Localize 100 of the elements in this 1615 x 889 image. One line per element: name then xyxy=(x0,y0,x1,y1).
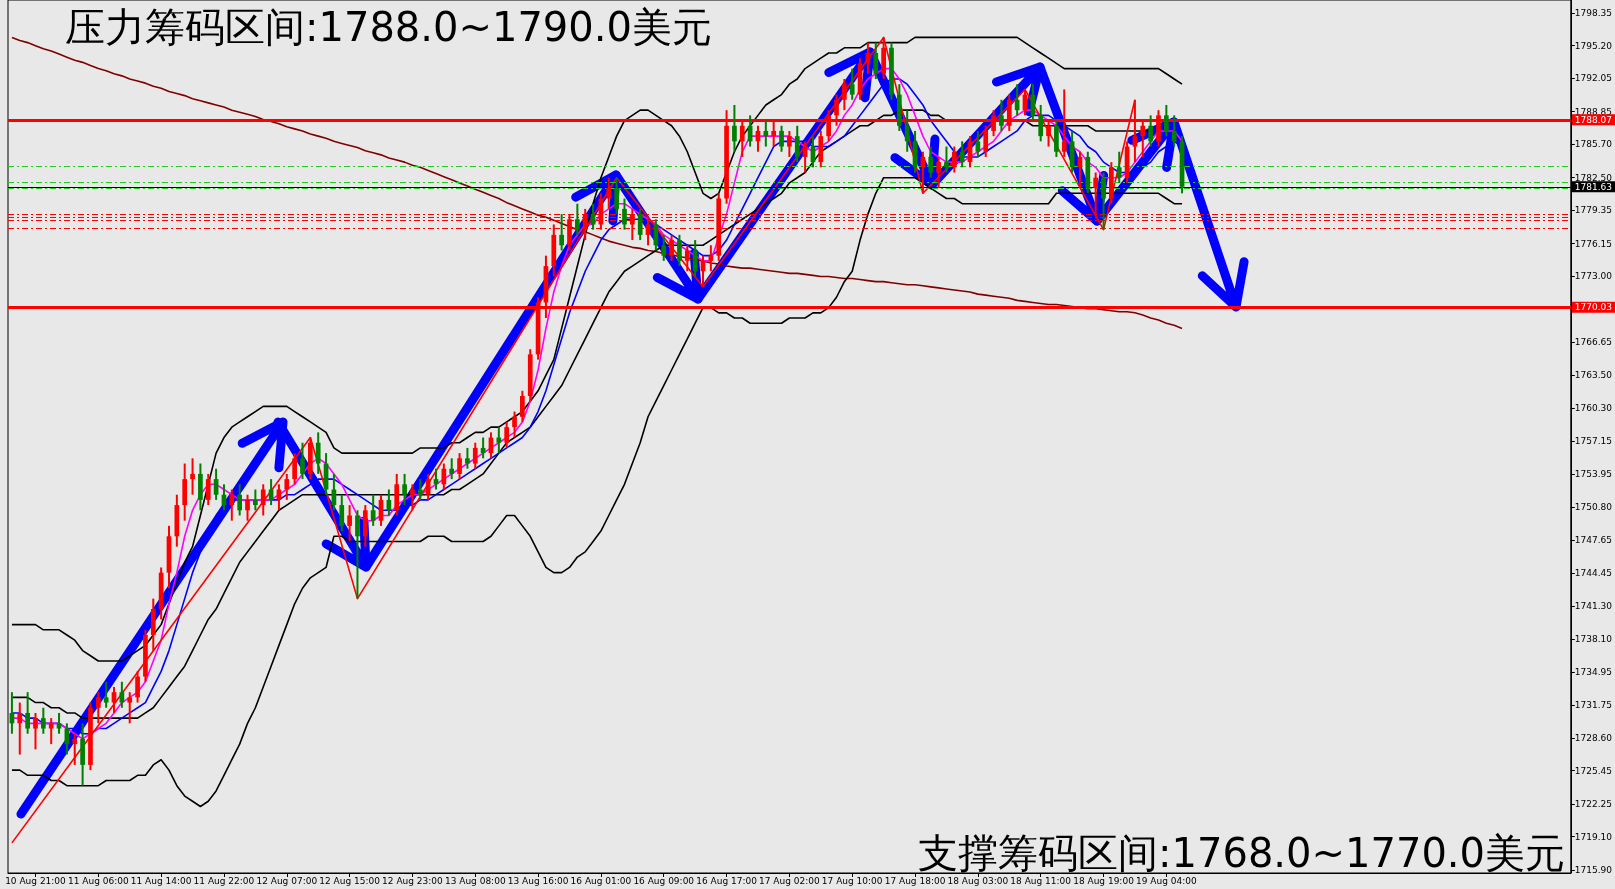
candlestick xyxy=(370,493,376,527)
candlestick xyxy=(410,483,415,512)
y-tick-label: 1757.15 xyxy=(1574,436,1612,447)
candlestick xyxy=(512,410,517,439)
y-tick-label: 1753.95 xyxy=(1574,469,1612,480)
candlestick xyxy=(661,233,667,262)
x-tick-label: 13 Aug 16:00 xyxy=(507,875,569,886)
candlestick xyxy=(355,509,360,600)
candlestick xyxy=(504,420,510,449)
candlestick xyxy=(347,504,352,543)
candlestick xyxy=(873,41,879,80)
y-tick-label: 1741.30 xyxy=(1574,600,1613,611)
x-tick-label: 16 Aug 17:00 xyxy=(696,875,758,886)
ref-line-label: 1770.03 xyxy=(1574,302,1612,313)
y-tick-label: 1792.05 xyxy=(1574,73,1612,84)
candlestick xyxy=(315,431,321,475)
candlestick xyxy=(904,109,910,153)
candlestick xyxy=(17,701,23,756)
candlestick xyxy=(25,691,30,735)
candlestick xyxy=(1101,171,1106,231)
candlestick xyxy=(732,103,737,153)
candlestick xyxy=(253,488,258,512)
ref-line-label: 1788.07 xyxy=(1574,114,1612,125)
x-tick-label: 18 Aug 03:00 xyxy=(947,875,1009,886)
candlestick xyxy=(496,426,502,455)
x-tick-label: 17 Aug 10:00 xyxy=(821,875,883,886)
candlestick xyxy=(457,452,462,481)
x-tick-label: 11 Aug 22:00 xyxy=(193,875,255,886)
candlestick xyxy=(975,129,981,158)
y-tick-label: 1779.35 xyxy=(1574,205,1612,216)
candlestick xyxy=(559,213,565,252)
candlestick xyxy=(1171,114,1177,148)
candlestick xyxy=(472,441,478,470)
y-tick-label: 1728.60 xyxy=(1574,732,1613,743)
x-tick-label: 17 Aug 18:00 xyxy=(884,875,946,886)
y-tick-label: 1715.90 xyxy=(1574,864,1613,875)
candlestick xyxy=(103,680,109,709)
x-tick-label: 16 Aug 01:00 xyxy=(570,875,632,886)
x-tick-label: 11 Aug 06:00 xyxy=(67,875,129,886)
candlestick xyxy=(1148,114,1153,148)
y-tick-label: 1785.70 xyxy=(1574,139,1613,150)
candlestick xyxy=(300,441,305,481)
candlestick xyxy=(48,717,54,746)
candlestick xyxy=(111,685,117,714)
y-tick-label: 1747.65 xyxy=(1574,534,1612,545)
candlestick xyxy=(677,233,682,268)
y-tick-label: 1722.25 xyxy=(1574,798,1612,809)
x-tick-label: 12 Aug 07:00 xyxy=(256,875,318,886)
candlestick xyxy=(999,98,1004,132)
y-tick-label: 1744.45 xyxy=(1574,568,1612,579)
candlestick xyxy=(190,457,195,496)
candlestick xyxy=(575,202,580,236)
candlestick xyxy=(40,706,46,735)
x-tick-label: 13 Aug 08:00 xyxy=(444,875,506,886)
candlestick xyxy=(794,124,800,164)
candlestick xyxy=(56,711,62,735)
candlestick xyxy=(260,483,266,517)
candlestick xyxy=(959,140,965,169)
candlestick xyxy=(425,472,431,501)
candlestick xyxy=(669,233,674,262)
candlestick xyxy=(72,732,78,766)
candlestick xyxy=(119,680,125,709)
y-tick-label: 1798.35 xyxy=(1574,7,1612,18)
candlestick xyxy=(245,493,250,522)
candlestick xyxy=(402,472,407,507)
chart-title: 压力筹码区间:1788.0~1790.0美元 xyxy=(65,4,712,50)
candlestick xyxy=(205,472,211,507)
candlestick xyxy=(95,691,101,725)
candlestick xyxy=(849,67,855,101)
y-tick-label: 1760.30 xyxy=(1574,403,1613,414)
candlestick xyxy=(614,176,619,216)
x-tick-label: 18 Aug 19:00 xyxy=(1073,875,1135,886)
y-tick-label: 1773.00 xyxy=(1574,271,1613,282)
candlestick xyxy=(763,119,769,148)
candlestick xyxy=(292,452,297,486)
candlestick xyxy=(127,691,133,725)
candlestick xyxy=(1116,150,1122,184)
candlestick xyxy=(944,145,949,174)
x-tick-label: 16 Aug 09:00 xyxy=(633,875,695,886)
candlestick xyxy=(842,77,847,112)
candlestick xyxy=(622,197,627,231)
candlestick xyxy=(928,145,934,179)
candlestick xyxy=(951,145,957,174)
y-tick-label: 1725.45 xyxy=(1574,765,1612,776)
y-tick-label: 1782.50 xyxy=(1574,172,1613,183)
x-tick-label: 17 Aug 02:00 xyxy=(759,875,821,886)
y-tick-label: 1795.20 xyxy=(1574,40,1613,51)
candlestick xyxy=(684,244,690,273)
y-tick-label: 1738.10 xyxy=(1574,634,1613,645)
x-tick-label: 10 Aug 21:00 xyxy=(5,875,67,886)
candlestick xyxy=(936,155,941,190)
y-tick-label: 1734.95 xyxy=(1574,666,1612,677)
y-tick-label: 1763.50 xyxy=(1574,370,1613,381)
candlestick xyxy=(441,462,447,491)
ref-line-label: 1781.63 xyxy=(1574,181,1612,192)
y-tick-label: 1731.75 xyxy=(1574,700,1612,711)
candlestick xyxy=(1038,103,1044,143)
y-tick-label: 1750.80 xyxy=(1574,502,1613,513)
x-tick-label: 12 Aug 15:00 xyxy=(319,875,381,886)
candlestick xyxy=(637,207,643,242)
